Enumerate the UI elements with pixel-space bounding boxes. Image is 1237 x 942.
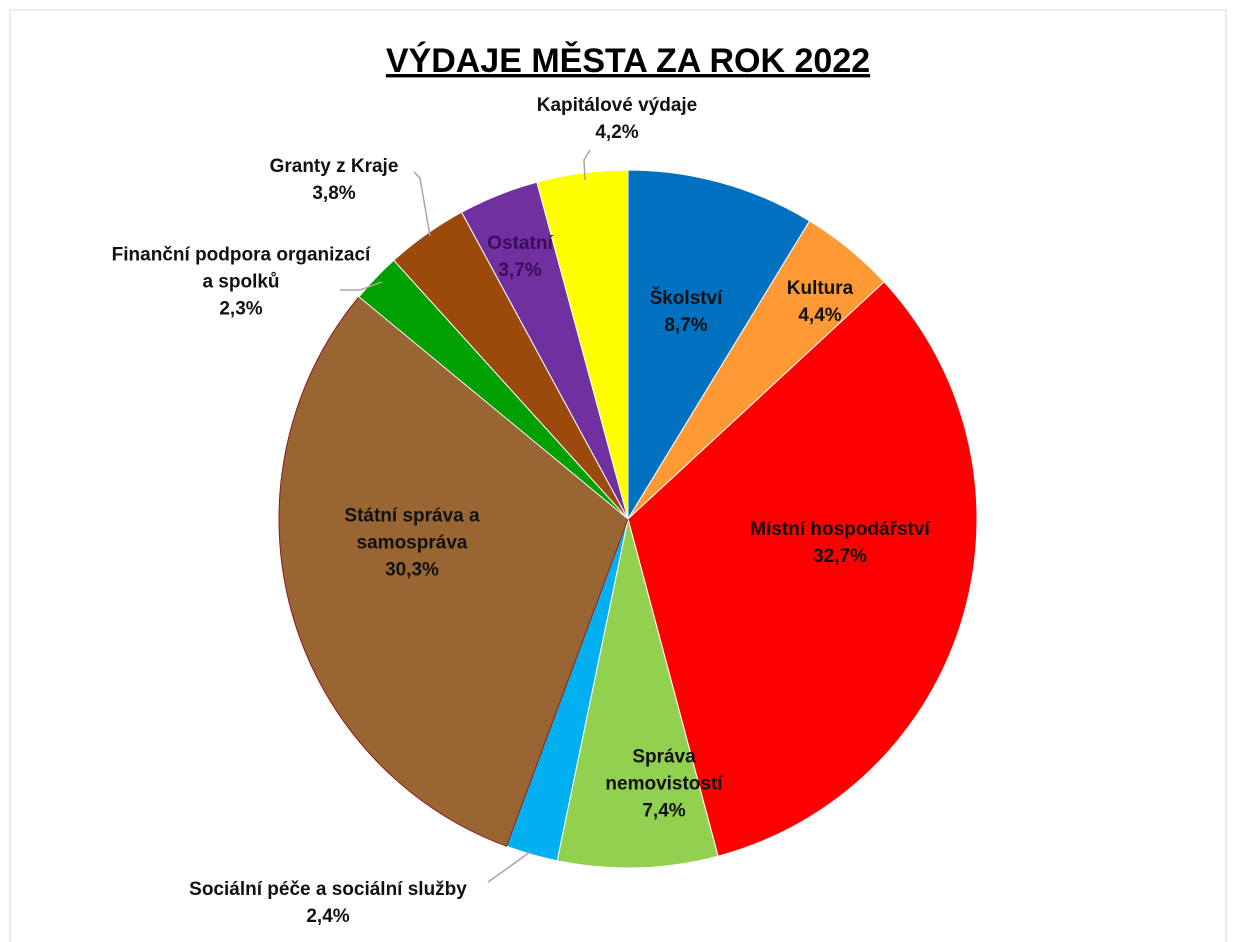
pie-slice [627,169,811,521]
data-label: Granty z Kraje 3,8% [234,153,434,207]
pie-slice [627,281,978,857]
frame [9,9,1227,942]
data-label: Kultura 4,4% [765,275,875,329]
label-value: 4,4% [798,305,842,326]
label-value: 3,8% [312,183,356,204]
label-value: 2,3% [219,298,263,320]
data-label: Školství 8,7% [626,285,746,339]
label-value: 4,2% [595,122,639,143]
label-value: 8,7% [664,315,708,336]
data-label: Místní hospodářství 32,7% [700,516,980,570]
data-label: Státní správa a samospráva 30,3% [312,503,512,584]
label-value: 3,7% [498,260,542,281]
label-name: Granty z Kraje [269,156,399,177]
label-name: Státní správa a samospráva [344,505,480,554]
data-label: Finanční podpora organizací a spolků 2,3% [111,242,371,323]
pie-slice [536,169,629,520]
slices [278,169,978,869]
label-value: 30,3% [385,559,439,581]
label-name: Kultura [786,278,854,299]
label-value: 32,7% [813,546,867,567]
label-name: Školství [649,288,723,309]
label-name: Kapitálové výdaje [536,95,698,116]
data-label: Správa nemovistostí 7,4% [589,744,739,825]
chart-title: VÝDAJE MĚSTA ZA ROK 2022 [386,42,870,80]
leader-line [583,149,591,181]
leader-lines [340,149,591,883]
data-label: Ostatní 3,7% [470,230,570,284]
label-name: Místní hospodářství [750,519,930,540]
label-value: 7,4% [642,800,686,822]
data-label: Sociální péče a sociální služby 2,4% [128,876,528,930]
label-name: Ostatní [487,233,553,254]
leader-line [413,171,431,237]
pie-slice [278,296,629,847]
label-value: 2,4% [306,906,350,927]
pie-slice [556,518,719,869]
data-label: Kapitálové výdaje 4,2% [487,92,747,146]
label-name: Sociální péče a sociální služby [189,879,467,900]
leader-line [340,281,383,291]
label-name: Správa nemovistostí [605,746,723,795]
label-name: Finanční podpora organizací a spolků [111,244,371,293]
leader-line [487,851,531,883]
